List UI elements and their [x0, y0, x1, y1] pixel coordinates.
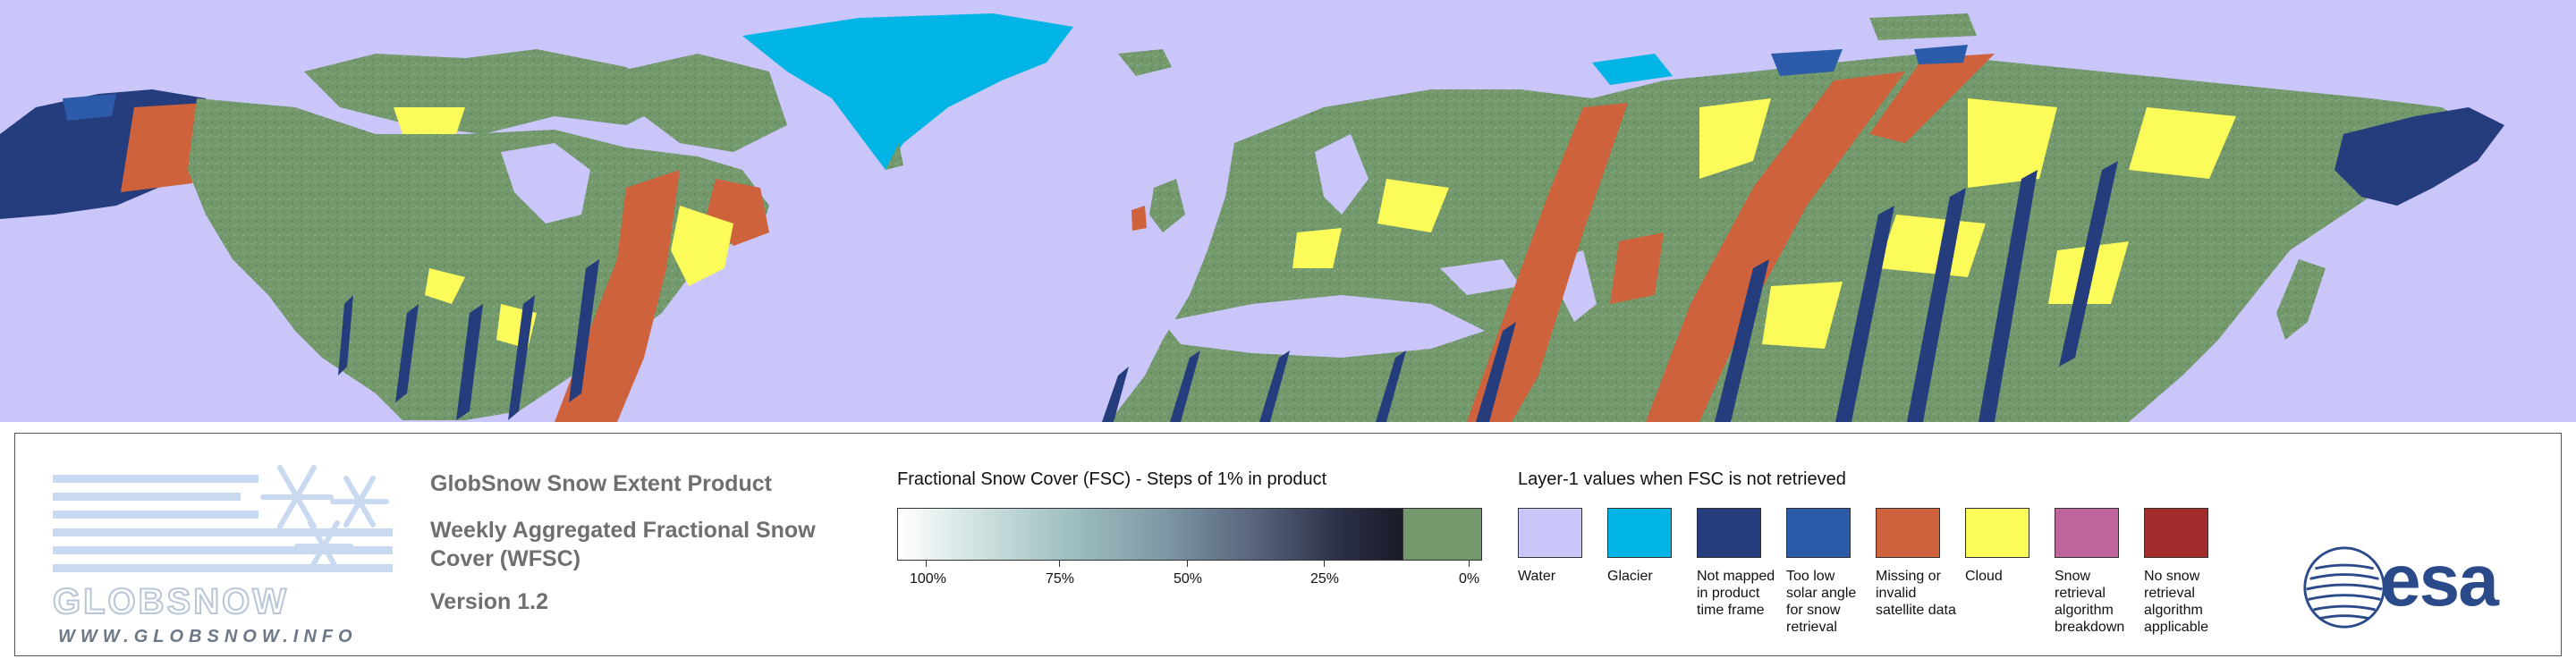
legend-panel: GLOBSNOW WWW.GLOBSNOW.INFO GlobSnow Snow… — [14, 433, 2562, 656]
low-solar-patch-3 — [63, 94, 116, 121]
layer1-swatch — [1965, 508, 2029, 558]
landmass-greenland — [742, 13, 1073, 170]
not-mapped-stripe-na-2 — [395, 304, 419, 402]
snowflake-icon — [260, 465, 389, 572]
fsc-label-75: 75% — [1046, 571, 1075, 587]
cloud-patch-eu-2 — [1968, 98, 2057, 188]
fsc-tick — [1187, 561, 1188, 567]
fsc-tick — [1469, 561, 1470, 567]
layer1-swatch — [2055, 508, 2119, 558]
snow-cover-map — [0, 0, 2576, 422]
cloud-patch-eu-3 — [2129, 107, 2236, 179]
fsc-gradient-bar — [897, 508, 1403, 561]
not-mapped-stripe-eu-1 — [1102, 367, 1129, 422]
low-solar-patch-1 — [1771, 49, 1843, 76]
mediterranean-sea — [1163, 295, 1485, 358]
esa-logo: esa — [2380, 540, 2499, 621]
logo-stripe — [53, 564, 393, 572]
cloud-patch-na-1 — [671, 206, 733, 286]
layer1-swatch — [1786, 508, 1851, 558]
product-name: GlobSnow Snow Extent Product — [430, 471, 772, 496]
cloud-patch-eu-7 — [1292, 228, 1342, 268]
not-mapped-stripe-eu-8 — [1907, 188, 1966, 422]
esa-globe-icon — [2303, 546, 2385, 629]
not-mapped-stripe-eu-2 — [1170, 350, 1200, 422]
layer1-swatch — [1518, 508, 1582, 558]
low-solar-patch-2 — [1914, 45, 1968, 64]
logo-stripe — [53, 475, 258, 483]
fsc-tick — [1059, 561, 1060, 567]
landmass-kamchatka — [2334, 107, 2504, 206]
layer1-label: Not mapped in product time frame — [1697, 569, 1775, 618]
layer1-label: Too low solar angle for snow retrieval — [1786, 569, 1857, 635]
fsc-tick — [926, 561, 927, 567]
layer1-label: No snow retrieval algorithm applicable — [2144, 569, 2209, 635]
cloud-patch-eu-1 — [1699, 98, 1771, 179]
layer1-label: Water — [1518, 569, 1556, 584]
landmass-iceland — [1118, 49, 1172, 76]
logo-stripe — [53, 511, 258, 519]
layer1-swatch — [1607, 508, 1672, 558]
cloud-patch-eu-8 — [1762, 282, 1843, 349]
layer1-swatch — [1697, 508, 1761, 558]
landmass-ireland — [1131, 206, 1147, 231]
baltic-sea — [1315, 134, 1368, 215]
layer1-label: Cloud — [1965, 569, 2003, 584]
layer1-label: Glacier — [1607, 569, 1653, 584]
missing-strip-eurasia-2 — [1646, 72, 1905, 422]
logo-stripe — [53, 546, 393, 554]
cloud-patch-eu-5 — [1878, 215, 1986, 277]
product-subtitle: Weekly Aggregated Fractional Snow Cover … — [430, 518, 816, 571]
fsc-tick — [1324, 561, 1325, 567]
landmass-baffin — [617, 54, 787, 152]
landmass-japan — [2276, 259, 2326, 340]
missing-strip-alaska — [121, 103, 206, 192]
cloud-patch-eu-4 — [1377, 179, 1449, 232]
logo-stripe — [53, 528, 393, 536]
not-mapped-stripe-na-3 — [456, 304, 483, 420]
not-mapped-stripe-eu-7 — [1835, 206, 1894, 422]
not-mapped-stripe-eu-10 — [2059, 161, 2118, 367]
cloud-patch-na-2 — [394, 107, 465, 134]
greenland-edge — [886, 143, 903, 170]
fsc-label-25: 25% — [1310, 571, 1340, 587]
hudson-bay — [501, 143, 590, 224]
landmass-franz-josef — [1869, 13, 1977, 40]
landmass-svalbard — [1592, 54, 1673, 85]
not-mapped-stripe-eu-3 — [1259, 350, 1290, 422]
layer1-swatch — [2144, 508, 2208, 558]
layer1-label: Snow retrieval algorithm breakdown — [2055, 569, 2125, 635]
fsc-legend-title: Fractional Snow Cover (FSC) - Steps of 1… — [897, 469, 1327, 489]
not-mapped-stripe-na-5 — [569, 259, 599, 402]
globsnow-url: WWW.GLOBSNOW.INFO — [58, 627, 358, 646]
black-sea — [1440, 259, 1521, 295]
not-mapped-stripe-eu-4 — [1376, 350, 1406, 422]
landmass-uk — [1149, 179, 1185, 232]
fsc-zero-swatch — [1403, 508, 1482, 561]
layer1-label: Missing or invalid satellite data — [1876, 569, 1956, 618]
globsnow-wordmark: GLOBSNOW — [52, 581, 289, 622]
layer1-swatch — [1876, 508, 1940, 558]
not-mapped-stripe-eu-9 — [1979, 170, 2038, 422]
not-mapped-stripe-na-1 — [338, 295, 353, 376]
fsc-label-100: 100% — [910, 571, 946, 587]
missing-patch-caspian — [1610, 232, 1664, 304]
fsc-label-50: 50% — [1174, 571, 1203, 587]
cloud-patch-na-4 — [425, 268, 465, 304]
globsnow-logo: GLOBSNOW WWW.GLOBSNOW.INFO — [33, 448, 393, 646]
fsc-label-0: 0% — [1459, 571, 1480, 587]
layer1-legend-title: Layer-1 values when FSC is not retrieved — [1518, 469, 1846, 489]
not-mapped-stripe-eu-5 — [1476, 322, 1516, 422]
missing-strip-eurasia-3 — [1869, 54, 1995, 143]
logo-stripe — [53, 493, 241, 501]
product-version: Version 1.2 — [430, 589, 549, 614]
not-mapped-stripe-na-4 — [508, 295, 535, 420]
not-mapped-stripe-eu-6 — [1715, 259, 1769, 422]
